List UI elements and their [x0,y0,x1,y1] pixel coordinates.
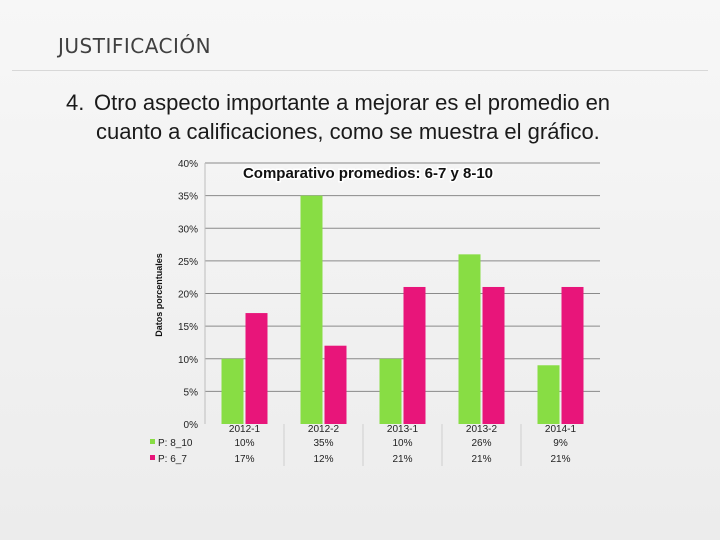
y-tick-label: 15% [178,322,198,333]
y-tick-label: 30% [178,224,198,235]
data-label: 21% [392,454,412,465]
bar-p6-7-2012-1 [245,313,268,424]
bar-p6-7-2012-2 [324,345,347,424]
y-tick-label: 20% [178,290,198,301]
bar-p8-10-2012-2 [300,195,323,424]
body-line-2: cuanto a calificaciones, como se muestra… [96,119,600,144]
y-tick-label: 25% [178,257,198,268]
y-tick-label: 5% [184,387,199,398]
chart-title: Comparativo promedios: 6-7 y 8-10 [243,165,493,182]
data-label: 26% [471,438,491,449]
bar-p8-10-2013-2 [458,254,481,424]
data-label: 10% [392,438,412,449]
slide-header: JUSTIFICACIÓN [58,34,212,58]
body-number: 4. [66,90,85,115]
legend-key-p6-7 [150,455,155,460]
y-axis-label: Datos porcentuales [154,253,164,337]
data-label: 9% [553,438,568,449]
data-label: 35% [313,438,333,449]
body-line-1: Otro aspecto importante a mejorar es el … [94,90,611,115]
y-tick-label: 35% [178,192,198,203]
bar-p8-10-2012-1 [221,358,244,424]
data-label: 21% [550,454,570,465]
category-label: 2012-1 [229,424,261,435]
legend-label: P: 6_7 [158,454,187,465]
data-label: 12% [313,454,333,465]
y-tick-label: 40% [178,159,198,170]
category-label: 2013-1 [387,424,419,435]
y-tick-label: 10% [178,355,198,366]
bar-p8-10-2014-1 [537,365,560,424]
y-tick-label: 0% [184,420,199,431]
data-label: 10% [234,438,254,449]
bar-p6-7-2013-2 [482,286,505,424]
data-label: 17% [234,454,254,465]
category-label: 2014-1 [545,424,577,435]
legend-key-p8-10 [150,439,155,444]
data-label: 21% [471,454,491,465]
body-text: 4. Otro aspecto importante a mejorar es e… [66,88,696,146]
bar-p6-7-2014-1 [561,286,584,424]
bar-p6-7-2013-1 [403,286,426,424]
legend-label: P: 8_10 [158,438,193,449]
category-label: 2012-2 [308,424,340,435]
bar-p8-10-2013-1 [379,358,402,424]
category-label: 2013-2 [466,424,498,435]
header-divider [12,70,708,71]
